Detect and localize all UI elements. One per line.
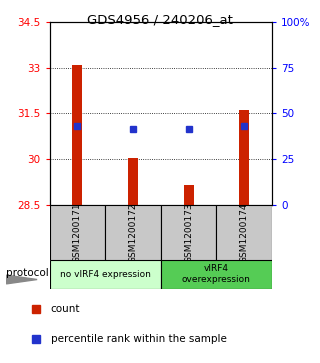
Bar	[216, 205, 272, 260]
Polygon shape	[6, 275, 37, 284]
Bar	[184, 185, 194, 205]
Bar	[161, 205, 216, 260]
Bar	[105, 205, 161, 260]
Text: GSM1200172: GSM1200172	[129, 202, 138, 262]
Bar	[161, 260, 272, 289]
Bar	[72, 65, 83, 205]
Bar	[239, 110, 249, 205]
Text: no vIRF4 expression: no vIRF4 expression	[60, 270, 151, 278]
Text: GSM1200171: GSM1200171	[73, 202, 82, 263]
Text: percentile rank within the sample: percentile rank within the sample	[51, 334, 227, 344]
Text: count: count	[51, 304, 80, 314]
Text: vIRF4
overexpression: vIRF4 overexpression	[182, 264, 251, 284]
Bar	[50, 260, 161, 289]
Bar	[128, 158, 138, 205]
Text: GDS4956 / 240206_at: GDS4956 / 240206_at	[87, 13, 233, 26]
Bar	[50, 205, 105, 260]
Text: protocol: protocol	[6, 268, 49, 278]
Text: GSM1200173: GSM1200173	[184, 202, 193, 263]
Text: GSM1200174: GSM1200174	[240, 202, 249, 262]
